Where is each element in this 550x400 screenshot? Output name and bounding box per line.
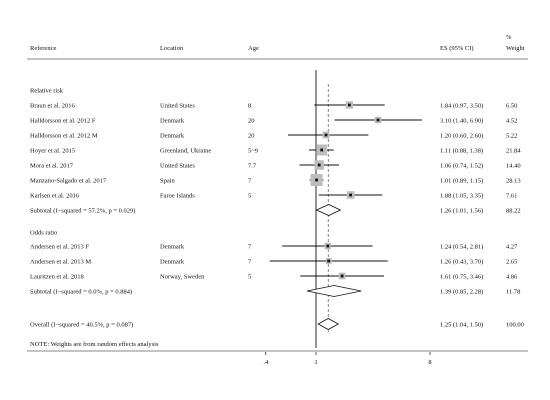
study-reference: Andersen et al. 2013 F bbox=[30, 243, 89, 250]
study-age: 20 bbox=[248, 132, 255, 139]
group-title: Relative risk bbox=[30, 87, 64, 94]
study-es-text: 1.01 (0.89, 1.15) bbox=[440, 177, 483, 184]
study-age: 8 bbox=[248, 102, 251, 109]
study-age: 20 bbox=[248, 117, 255, 124]
point-estimate bbox=[348, 103, 351, 107]
point-estimate bbox=[315, 178, 318, 182]
subtotal-es-text: 1.26 (1.01, 1.56) bbox=[440, 207, 483, 214]
footnote: NOTE: Weights are from random effects an… bbox=[30, 341, 159, 348]
point-estimate bbox=[340, 274, 344, 278]
subtotal-es-text: 1.39 (0.85, 2.28) bbox=[440, 288, 483, 295]
point-estimate bbox=[320, 148, 324, 152]
study-weight-text: 5.22 bbox=[506, 132, 517, 139]
study-age: 7.7 bbox=[248, 162, 257, 169]
header-es: ES (95% CI) bbox=[440, 45, 474, 52]
study-es-text: 1.61 (0.75, 3.46) bbox=[440, 273, 483, 280]
study-weight-text: 7.61 bbox=[506, 192, 517, 199]
point-estimate bbox=[317, 163, 321, 167]
study-es-text: 1.06 (0.74, 1.52) bbox=[440, 162, 483, 169]
header: Reference Location Age ES (95% CI) % Wei… bbox=[30, 34, 525, 52]
study-location: Denmark bbox=[160, 117, 185, 124]
study-es-text: 1.11 (0.88, 1.38) bbox=[440, 147, 483, 154]
study-es-text: 1.24 (0.54, 2.81) bbox=[440, 243, 483, 250]
subtotal-diamond bbox=[315, 204, 342, 216]
study-age: 5~9 bbox=[248, 147, 258, 154]
x-tick-label: 8 bbox=[428, 359, 431, 366]
study-location: Denmark bbox=[160, 243, 185, 250]
header-weight: Weight bbox=[506, 45, 525, 52]
subtotal-label: Subtotal (I−squared = 0.0%, p = 0.884) bbox=[30, 288, 132, 295]
study-reference: Karlsen et al. 2016 bbox=[30, 192, 80, 199]
overall-es-text: 1.25 (1.04, 1.50) bbox=[440, 321, 483, 328]
study-location: Norway, Sweden bbox=[160, 273, 205, 280]
study-es-text: 1.84 (0.97, 3.50) bbox=[440, 102, 483, 109]
study-location: Spain bbox=[160, 177, 176, 184]
study-age: 5 bbox=[248, 273, 251, 280]
study-weight-text: 4.52 bbox=[506, 117, 517, 124]
subtotal-label: Subtotal (I−squared = 57.2%, p = 0.029) bbox=[30, 207, 135, 214]
x-tick-label: .4 bbox=[263, 359, 269, 366]
study-weight-text: 6.50 bbox=[506, 102, 517, 109]
group-title: Odds ratio bbox=[30, 229, 57, 236]
study-weight-text: 14.40 bbox=[506, 162, 521, 169]
study-reference: Andersen et al. 2013 M bbox=[30, 258, 91, 265]
header-weight-percent: % bbox=[506, 34, 512, 41]
study-location: United States bbox=[160, 102, 195, 109]
study-reference: Manzano-Salgado et al. 2017 bbox=[30, 177, 107, 184]
header-location: Location bbox=[160, 45, 184, 52]
study-weight-text: 28.13 bbox=[506, 177, 521, 184]
subtotal-weight-text: 11.78 bbox=[506, 288, 520, 295]
study-reference: Braun et al. 2016 bbox=[30, 102, 76, 109]
study-es-text: 1.20 (0.60, 2.60) bbox=[440, 132, 483, 139]
study-reference: Halldorsson et al. 2012 M bbox=[30, 132, 98, 139]
study-weight-text: 4.27 bbox=[506, 243, 518, 250]
study-reference: Halldorsson et al. 2012 F bbox=[30, 117, 96, 124]
study-age: 7 bbox=[248, 258, 252, 265]
study-location: United States bbox=[160, 162, 195, 169]
study-reference: Mora et al. 2017 bbox=[30, 162, 74, 169]
study-age: 7 bbox=[248, 177, 252, 184]
subtotal-diamond bbox=[307, 285, 362, 297]
study-reference: Lauritzen et al. 2018 bbox=[30, 273, 84, 280]
subtotal-weight-text: 88.22 bbox=[506, 207, 521, 214]
header-reference: Reference bbox=[30, 45, 56, 52]
study-age: 7 bbox=[248, 243, 252, 250]
point-estimate bbox=[349, 193, 353, 197]
overall-diamond bbox=[317, 318, 340, 330]
study-location: Faroe Islands bbox=[160, 192, 195, 199]
study-location: Denmark bbox=[160, 132, 185, 139]
plot-layer: Relative risk Braun et al. 2016 United Sta… bbox=[30, 70, 524, 366]
study-age: 5 bbox=[248, 192, 251, 199]
overall-weight-text: 100.00 bbox=[506, 321, 524, 328]
point-estimate bbox=[326, 244, 330, 248]
study-location: Denmark bbox=[160, 258, 185, 265]
point-estimate bbox=[324, 133, 328, 137]
point-estimate bbox=[327, 259, 331, 263]
header-age: Age bbox=[248, 45, 259, 52]
study-reference: Hoyer et al. 2015 bbox=[30, 147, 75, 154]
study-location: Greenland, Ukraine bbox=[160, 147, 211, 154]
x-tick-label: 1 bbox=[314, 359, 317, 366]
study-weight-text: 4.86 bbox=[506, 273, 518, 280]
study-es-text: 1.26 (0.43, 3.70) bbox=[440, 258, 483, 265]
overall-label: Overall (I−squared = 40.5%, p = 0.087) bbox=[30, 321, 133, 328]
study-es-text: 1.88 (1.05, 3.35) bbox=[440, 192, 483, 199]
study-weight-text: 2.65 bbox=[506, 258, 517, 265]
point-estimate bbox=[376, 118, 380, 122]
study-weight-text: 21.84 bbox=[506, 147, 521, 154]
study-es-text: 3.10 (1.40, 6.90) bbox=[440, 117, 483, 124]
